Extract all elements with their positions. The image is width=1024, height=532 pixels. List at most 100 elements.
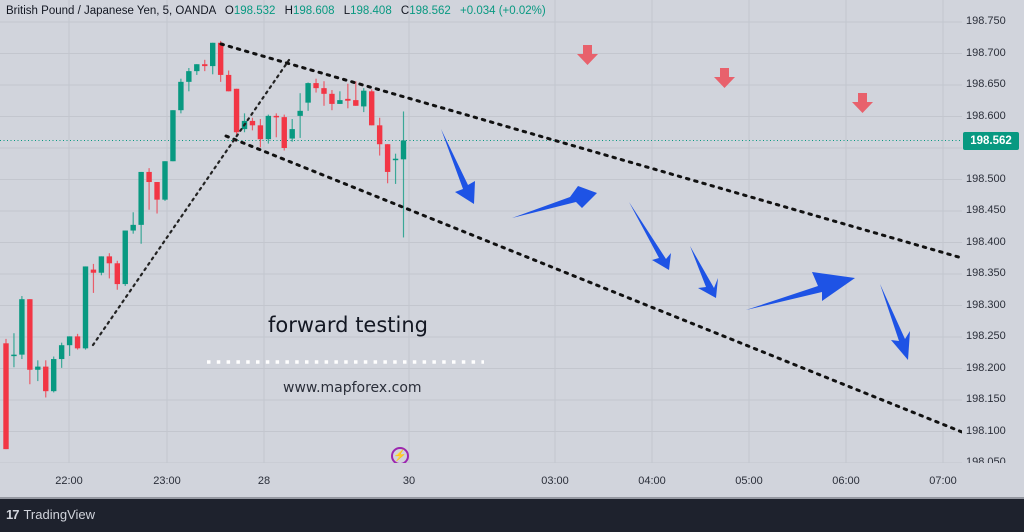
projection-arrow [441,129,475,204]
candle [11,354,17,357]
projection-arrows [441,129,910,360]
candle [281,117,287,148]
price-scale[interactable]: 198.750198.700198.650198.600198.550198.5… [962,0,1024,468]
candle [122,230,128,285]
candle [35,366,41,370]
annotation-url: www.mapforex.com [283,380,422,396]
open-value: 198.532 [233,5,276,17]
candle [74,336,81,349]
footer-bar: 17 TradingView [0,499,1024,532]
candle [369,91,375,126]
candle [337,100,343,104]
candles [3,40,407,450]
time-scale-label: 05:00 [735,475,763,487]
candle [376,125,383,145]
close-label: C [400,5,410,17]
time-scale-label: 23:00 [153,475,181,487]
symbol-name: British Pound / Japanese Yen, 5, OANDA [6,5,216,17]
candle [90,269,97,273]
candle [170,110,176,162]
candle [186,71,192,82]
candle [162,161,168,200]
candle [3,343,9,450]
candle [210,42,216,67]
candle [353,100,359,106]
projection-arrow [690,246,718,298]
grid-lines [0,0,962,463]
candle [114,263,120,285]
candle [43,366,49,392]
candle [202,64,208,67]
annotation-title: forward testing [268,313,428,337]
low-value: 198.408 [350,5,392,17]
price-scale-label: 198.100 [966,424,1006,437]
candle [305,83,311,103]
change-value: +0.034 (+0.02%) [460,5,546,17]
candle [233,88,240,133]
current-price-badge: 198.562 [963,132,1019,150]
price-scale-label: 198.250 [966,330,1006,342]
price-scale-label: 198.400 [966,235,1006,248]
projection-arrow [880,284,910,360]
down-arrow-icon [852,93,873,113]
candle [194,64,200,72]
candle [146,171,152,183]
tradingview-brand: TradingView [23,507,96,522]
candle [249,120,256,126]
price-scale-label: 198.650 [966,78,1006,90]
candle [289,129,295,139]
rising-support-line [91,58,291,347]
close-value: 198.562 [409,5,451,17]
candle [313,83,319,89]
tradingview-logo-icon: 17 [6,507,20,522]
candle [265,115,272,140]
candle [345,98,351,101]
price-scale-label: 198.750 [966,15,1006,27]
time-scale-label: 22:00 [55,475,83,487]
price-scale-label: 198.150 [966,393,1006,405]
candle [130,224,136,231]
candle [82,266,89,349]
candle [392,158,399,161]
time-scale-label: 30 [402,475,416,487]
price-scale-label: 198.450 [966,204,1006,216]
tradingview-logo[interactable]: 17 TradingView [6,507,95,522]
high-value: 198.608 [292,5,335,17]
down-arrow-icon [714,68,735,88]
open-label: O [224,5,234,17]
candle [19,299,25,355]
lightning-icon[interactable]: ⚡ [391,447,409,463]
candle [217,42,224,75]
time-scale-label: 04:00 [638,475,666,487]
price-scale-label: 198.300 [966,298,1006,311]
time-scale-label: 28 [257,475,271,487]
candlestick-chart[interactable] [0,0,962,463]
candle [106,256,113,264]
price-scale-label: 198.500 [966,172,1006,185]
symbol-legend[interactable]: British Pound / Japanese Yen, 5, OANDA O… [6,5,546,17]
candle [273,115,279,118]
upper-channel-line [219,42,962,260]
candle [329,93,335,104]
candle [178,81,184,111]
price-scale-label: 198.200 [966,361,1006,374]
time-scale-label: 07:00 [929,475,957,487]
candle [58,345,65,360]
chart-pane[interactable]: British Pound / Japanese Yen, 5, OANDA O… [0,0,962,463]
candle [51,359,57,392]
down-arrow-icon [577,45,598,65]
candle [138,171,144,225]
candle [66,336,73,346]
candle [154,182,160,200]
candle [257,125,264,140]
projection-arrow [512,186,597,218]
candle [384,144,391,172]
high-label: H [284,5,293,17]
candle [361,90,367,107]
time-scale[interactable]: 22:00 23:00 28 30 03:00 04:00 05:00 06:00 07:00 [0,463,1024,499]
candle [321,88,327,94]
candle [225,74,232,92]
low-label: L [343,5,351,17]
candle [27,299,33,370]
price-scale-label: 198.600 [966,109,1006,122]
